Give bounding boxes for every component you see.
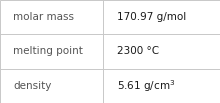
Text: density: density — [13, 81, 51, 91]
Text: melting point: melting point — [13, 46, 83, 57]
Text: 2300 °C: 2300 °C — [117, 46, 159, 57]
Text: 170.97 g/mol: 170.97 g/mol — [117, 12, 186, 22]
Text: 5.61 g/cm$^3$: 5.61 g/cm$^3$ — [117, 78, 175, 94]
Text: molar mass: molar mass — [13, 12, 74, 22]
